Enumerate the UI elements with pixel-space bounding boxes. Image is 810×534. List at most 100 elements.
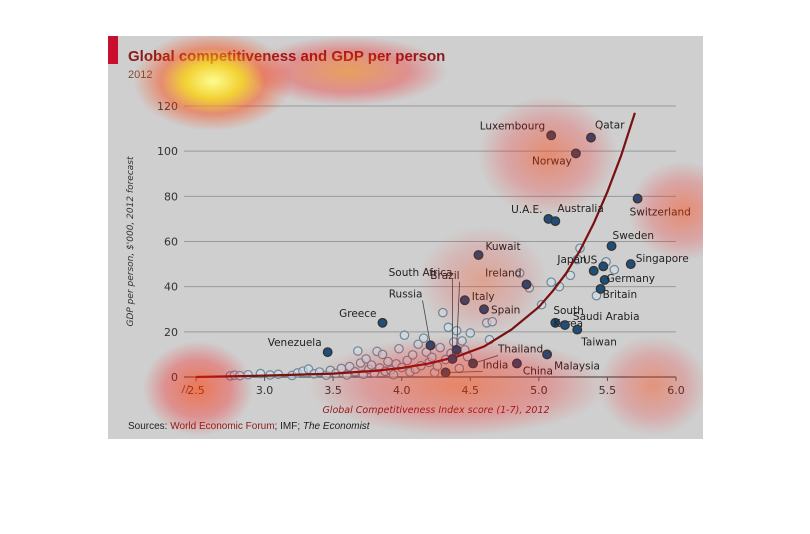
highlighted-point	[440, 367, 451, 378]
y-axis-label: GDP per person, $'000, 2012 forecast	[126, 156, 136, 327]
highlighted-point	[550, 216, 561, 227]
highlighted-point	[550, 317, 561, 328]
point-label: Qatar	[595, 120, 625, 132]
highlighted-point	[546, 130, 557, 141]
data-point	[443, 322, 454, 333]
point-label: U.A.E.	[511, 204, 542, 216]
x-tick-label: 3.0	[256, 384, 273, 397]
data-point	[454, 363, 465, 374]
y-tick-label: 40	[164, 281, 178, 294]
source-separator: ; IMF;	[274, 421, 303, 432]
point-label: Australia	[557, 203, 603, 215]
point-label: Malaysia	[554, 360, 600, 372]
data-point	[465, 328, 476, 338]
label-leader-line	[445, 371, 483, 373]
point-label: Luxembourg	[480, 120, 545, 132]
point-label: Singapore	[636, 253, 689, 265]
data-point	[418, 333, 429, 343]
data-point	[399, 330, 410, 341]
highlighted-point	[468, 358, 478, 369]
highlighted-point	[521, 279, 532, 290]
highlighted-point	[586, 132, 596, 143]
point-label: Italy	[472, 291, 495, 303]
highlighted-point	[322, 347, 333, 358]
highlighted-point	[479, 304, 489, 315]
data-point	[388, 369, 399, 380]
y-tick-label: 60	[164, 236, 178, 249]
point-label: Venezuela	[268, 337, 322, 349]
highlighted-point	[625, 259, 636, 270]
highlighted-point	[570, 148, 581, 159]
highlighted-point	[632, 193, 643, 204]
highlighted-point	[473, 250, 484, 261]
highlighted-point	[511, 358, 522, 369]
highlighted-point	[588, 265, 599, 276]
trend-curve	[195, 112, 636, 379]
point-label: South Africa	[389, 267, 453, 279]
highlighted-point	[447, 353, 458, 364]
sources-prefix: Sources:	[128, 421, 171, 432]
point-label: Ireland	[485, 267, 521, 279]
y-tick-label: 120	[157, 100, 178, 113]
y-tick-label: 100	[157, 145, 178, 158]
point-label: India	[483, 359, 509, 371]
point-label: Saudi Arabia	[573, 311, 640, 323]
x-tick-label: 5.0	[530, 384, 548, 397]
highlighted-point	[542, 349, 553, 360]
highlighted-point	[598, 261, 609, 272]
data-point	[377, 349, 388, 360]
point-label: Russia	[389, 288, 423, 300]
point-label: Taiwan	[580, 337, 617, 349]
point-label: Spain	[491, 304, 520, 316]
highlighted-point	[559, 320, 570, 331]
point-label: China	[523, 365, 553, 377]
x-tick-label: 3.5	[324, 384, 342, 397]
point-label: Germany	[607, 273, 655, 285]
x-axis-label: Global Competitiveness Index score (1-7)…	[322, 405, 549, 416]
point-label: Brazil	[430, 270, 459, 282]
point-label: US	[583, 254, 598, 266]
source-wef: World Economic Forum	[170, 421, 275, 432]
highlighted-point	[595, 283, 606, 294]
point-label: Switzerland	[630, 207, 691, 219]
y-tick-label: 20	[164, 326, 178, 339]
data-point	[438, 307, 448, 318]
highlighted-point	[451, 344, 462, 355]
point-label: Sweden	[613, 230, 655, 242]
point-label: Kuwait	[486, 241, 521, 253]
y-tick-label: 0	[171, 371, 178, 384]
x-tick-label: 2.5	[187, 384, 205, 397]
point-label: Japan	[556, 254, 586, 266]
data-point	[565, 270, 576, 281]
scatter-plot: 0 20 40 60 80 100 120 2.5 3.0 3.5 4.0 4.5 5.0 5.5 6.0 G…	[126, 100, 691, 416]
highlighted-point	[599, 274, 610, 285]
x-tick-label: 5.5	[599, 384, 617, 397]
data-point	[394, 343, 404, 354]
data-point	[457, 336, 467, 346]
x-tick-label: 4.5	[462, 384, 480, 397]
data-point	[383, 356, 393, 367]
highlighted-point	[425, 340, 436, 351]
point-label: Britain	[603, 289, 638, 301]
data-point	[366, 360, 377, 370]
data-point	[353, 346, 363, 356]
data-point	[487, 316, 498, 327]
highlighted-point	[459, 295, 470, 306]
data-point	[243, 369, 253, 380]
x-tick-label: 6.0	[667, 384, 685, 397]
data-point	[427, 352, 437, 363]
data-point	[546, 277, 556, 287]
highlighted-point	[377, 317, 388, 328]
data-point	[435, 342, 445, 353]
data-point	[514, 268, 525, 278]
highlighted-point	[606, 241, 617, 251]
point-label: Norway	[532, 155, 572, 167]
point-label: Greece	[339, 308, 376, 320]
point-label: Thailand	[497, 343, 543, 355]
source-economist: The Economist	[302, 421, 370, 432]
y-tick-label: 80	[164, 190, 178, 203]
data-point	[407, 350, 418, 360]
brand-bar	[108, 36, 118, 64]
data-point	[609, 264, 620, 275]
highlighted-point	[572, 324, 583, 335]
